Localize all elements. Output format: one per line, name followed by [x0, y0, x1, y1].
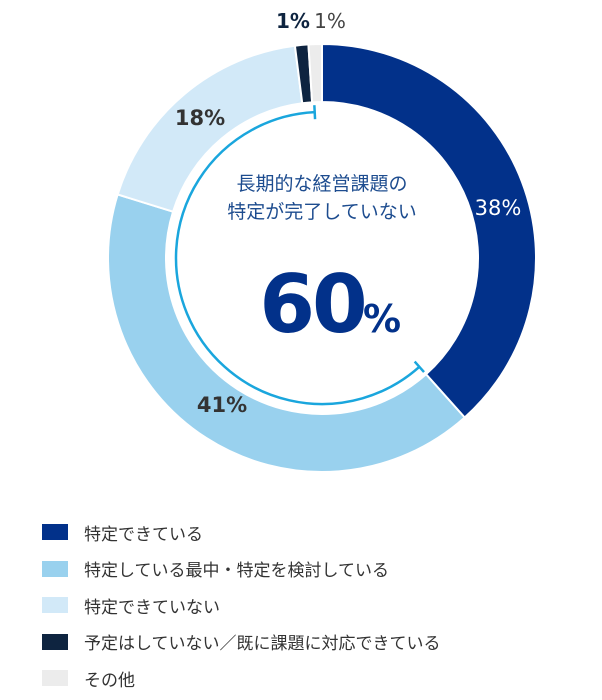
- legend: 特定できている 特定している最中・特定を検討している 特定できていない 予定はし…: [42, 514, 441, 697]
- legend-swatch: [42, 670, 68, 687]
- bracket-tick: [413, 360, 425, 373]
- bracket-arc: [174, 110, 421, 406]
- legend-swatch: [42, 560, 68, 577]
- legend-item: 予定はしていない／既に課題に対応できている: [42, 624, 441, 661]
- donut-slice: [107, 193, 467, 473]
- bracket-tick: [313, 105, 317, 120]
- slice-label: 1%: [276, 9, 310, 33]
- slice-label: 41%: [197, 393, 247, 417]
- donut-slice: [321, 42, 538, 419]
- donut-slice: [307, 42, 323, 104]
- legend-item: 特定できていない: [42, 587, 441, 624]
- slice-label: 18%: [175, 106, 225, 130]
- slice-label: 1%: [314, 9, 346, 33]
- center-unit: %: [363, 297, 401, 341]
- slice-label: 38%: [475, 196, 522, 220]
- center-line2: 特定が完了していない: [227, 201, 416, 223]
- legend-item: 特定できている: [42, 514, 441, 551]
- legend-label: 特定できていない: [84, 597, 220, 618]
- legend-label: 特定している最中・特定を検討している: [84, 561, 389, 582]
- center-line1: 長期的な経営課題の: [236, 173, 407, 195]
- legend-label: 特定できている: [84, 524, 203, 545]
- legend-item: 特定している最中・特定を検討している: [42, 551, 441, 588]
- legend-item: その他: [42, 660, 441, 697]
- legend-swatch: [42, 524, 68, 541]
- legend-swatch: [42, 633, 68, 650]
- legend-label: 予定はしていない／既に課題に対応できている: [84, 634, 441, 655]
- legend-label: その他: [84, 670, 135, 691]
- center-value: 60: [259, 258, 364, 351]
- legend-swatch: [42, 597, 68, 614]
